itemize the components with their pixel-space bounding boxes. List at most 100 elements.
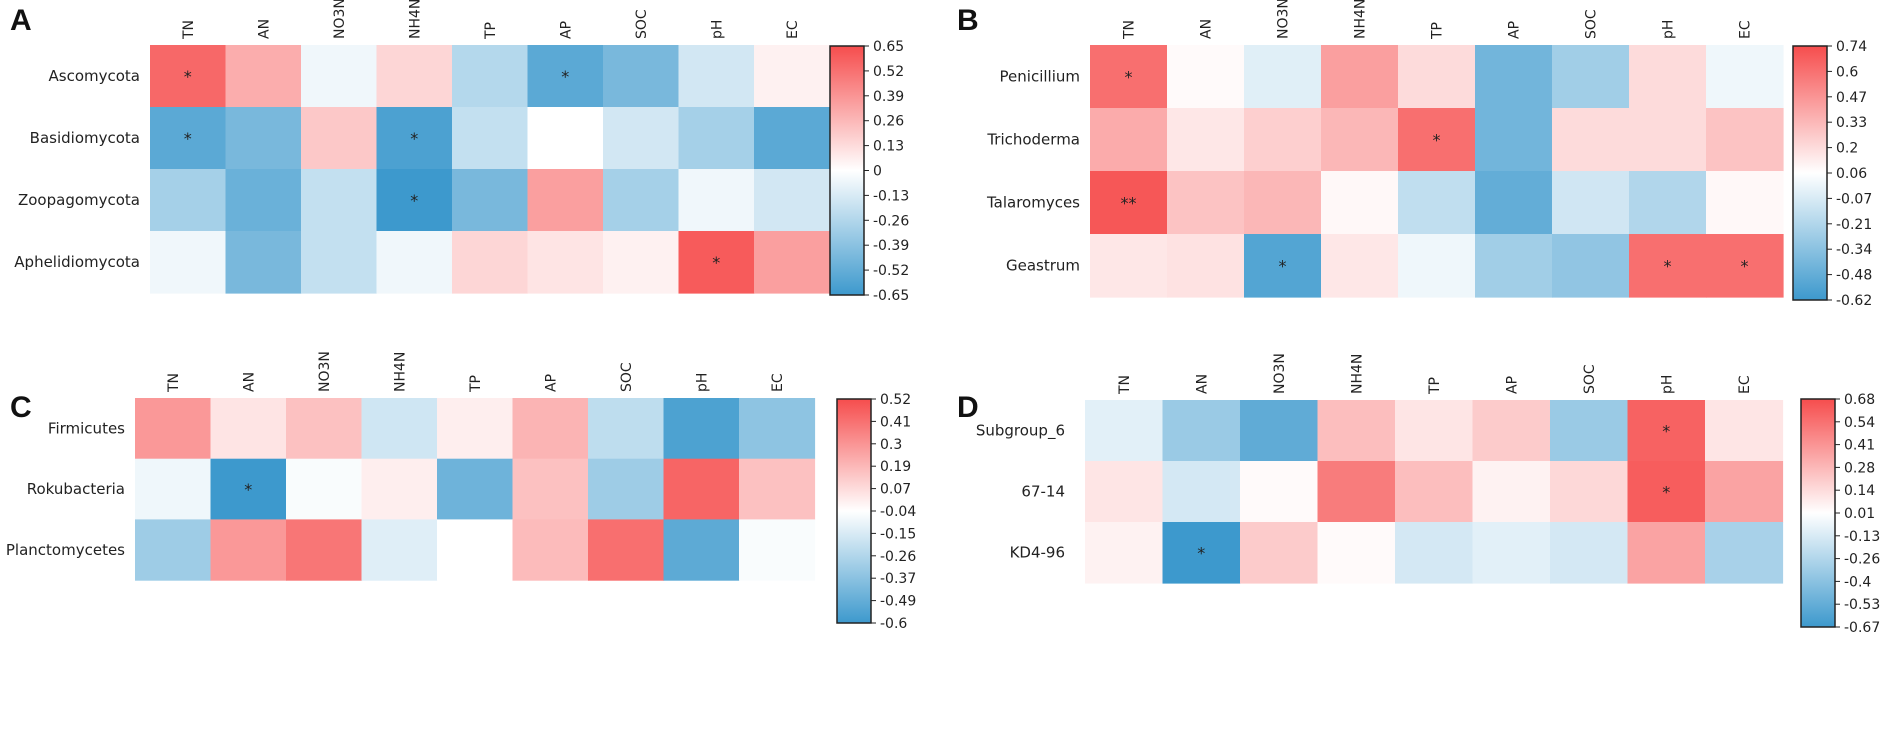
column-label: AN: [256, 19, 272, 39]
row-label: Penicillium: [1000, 68, 1080, 86]
heatmap-cell: [1090, 171, 1168, 235]
column-label: TP: [1430, 22, 1446, 40]
column-label: AP: [1504, 376, 1520, 394]
colorbar-tick-label: -0.26: [1844, 552, 1880, 568]
colorbar-tick-label: -0.48: [1836, 268, 1872, 284]
significance-star: *: [410, 129, 418, 148]
colorbar-tick-label: -0.49: [880, 594, 916, 610]
heatmap-cell: [1706, 171, 1784, 235]
heatmap-cell: [1167, 234, 1245, 298]
colorbar-tick-label: 0.41: [880, 414, 911, 430]
heatmap-cell: [135, 519, 212, 581]
heatmap-cell: [754, 45, 831, 108]
row-label: Basidiomycota: [30, 129, 140, 147]
column-label: SOC: [634, 9, 650, 39]
colorbar-tick-label: -0.52: [873, 263, 909, 279]
colorbar-tick-label: -0.39: [873, 238, 909, 254]
heatmap-cell: [512, 519, 589, 581]
column-label: NH4N: [407, 0, 423, 39]
colorbar-tick-label: 0.01: [1844, 506, 1875, 522]
colorbar-tick-label: 0.6: [1836, 64, 1858, 80]
colorbar-tick-label: 0.41: [1844, 438, 1875, 454]
colorbar-tick-label: -0.62: [1836, 293, 1872, 309]
heatmap-cell: [1552, 234, 1630, 298]
column-label: NH4N: [392, 352, 408, 392]
heatmap-cell: [301, 169, 378, 232]
heatmap-cell: [678, 169, 755, 232]
heatmap-cell: [286, 519, 363, 581]
heatmap-cell: [1321, 108, 1399, 172]
heatmap-cell: [663, 519, 740, 581]
heatmap-cell: [1706, 234, 1784, 298]
heatmap-cell: [376, 107, 453, 170]
row-label: Planctomycetes: [6, 541, 125, 559]
heatmap-cell: [135, 458, 212, 520]
heatmap-cell: [150, 45, 227, 108]
significance-star: **: [1121, 194, 1137, 213]
column-label: EC: [1737, 375, 1753, 394]
column-label: EC: [785, 20, 801, 39]
heatmap-cell: [1472, 400, 1551, 462]
heatmap-cell: [1162, 461, 1241, 523]
significance-star: *: [561, 67, 569, 86]
heatmap-cell: [437, 398, 514, 460]
heatmap-cell: [150, 107, 227, 170]
heatmap-cell: [1475, 45, 1553, 109]
significance-star: *: [1279, 257, 1287, 276]
colorbar: [1800, 398, 1836, 628]
colorbar-tick-label: 0.74: [1836, 39, 1867, 55]
heatmap-panel-c: C TN AN NO3N NH4N TP AP SOC pH EC Firmicutes Rokuba…: [6, 351, 916, 632]
heatmap-cell: [1475, 108, 1553, 172]
heatmap-cell: [301, 45, 378, 108]
heatmap-cell: [754, 231, 831, 294]
heatmap-cell: [1085, 461, 1164, 523]
heatmap-cell: [1167, 171, 1245, 235]
heatmap-cell: [527, 169, 604, 232]
heatmap-cell: [1321, 234, 1399, 298]
heatmap-cell: [1472, 461, 1551, 523]
heatmap-cell: [678, 107, 755, 170]
heatmap-cell: [361, 458, 438, 520]
heatmap-cell: [1705, 400, 1784, 462]
heatmap-cell: [1629, 45, 1707, 109]
colorbar-tick-label: 0.52: [873, 64, 904, 80]
row-label: Zoopagomycota: [18, 191, 140, 209]
heatmap-cell: [663, 398, 740, 460]
heatmap-cell: [1090, 234, 1168, 298]
column-label: pH: [709, 20, 725, 39]
colorbar-tick-label: -0.21: [1836, 217, 1872, 233]
significance-star: *: [184, 129, 192, 148]
column-label: SOC: [619, 362, 635, 392]
heatmap-cell: [1085, 522, 1164, 584]
heatmap-cell: [452, 169, 529, 232]
row-label: Geastrum: [1006, 257, 1080, 275]
heatmap-cell: [678, 231, 755, 294]
panel-letter: D: [957, 391, 979, 424]
significance-star: *: [244, 480, 252, 499]
heatmap-panel-a: A TN AN NO3N NH4N TP AP SOC pH EC Ascomycota Basidi…: [10, 0, 909, 304]
heatmap-cell: [512, 458, 589, 520]
significance-star: *: [1197, 544, 1205, 563]
panel-letter: C: [10, 391, 32, 424]
heatmap-cell: [739, 398, 816, 460]
heatmap-cell: [1706, 45, 1784, 109]
colorbar-tick-label: 0.39: [873, 89, 904, 105]
heatmap-cell: [1706, 108, 1784, 172]
heatmap-cell: [1550, 461, 1629, 523]
heatmap-cell: [225, 231, 302, 294]
heatmap-cell: [1398, 234, 1476, 298]
heatmap-cell: [301, 231, 378, 294]
heatmap-cell: [1090, 45, 1168, 109]
heatmap-cell: [286, 458, 363, 520]
colorbar-tick-label: 0.26: [873, 114, 904, 130]
heatmap-cell: [603, 107, 680, 170]
significance-star: *: [712, 253, 720, 272]
heatmap-cell: [135, 398, 212, 460]
heatmap-cell: [1475, 234, 1553, 298]
colorbar-tick-label: -0.26: [873, 213, 909, 229]
heatmap-cell: [1395, 461, 1474, 523]
heatmap-cell: [1162, 522, 1241, 584]
heatmap-cell: [150, 231, 227, 294]
colorbar-tick-label: 0.13: [873, 139, 904, 155]
colorbar-tick-label: 0.65: [873, 39, 904, 55]
